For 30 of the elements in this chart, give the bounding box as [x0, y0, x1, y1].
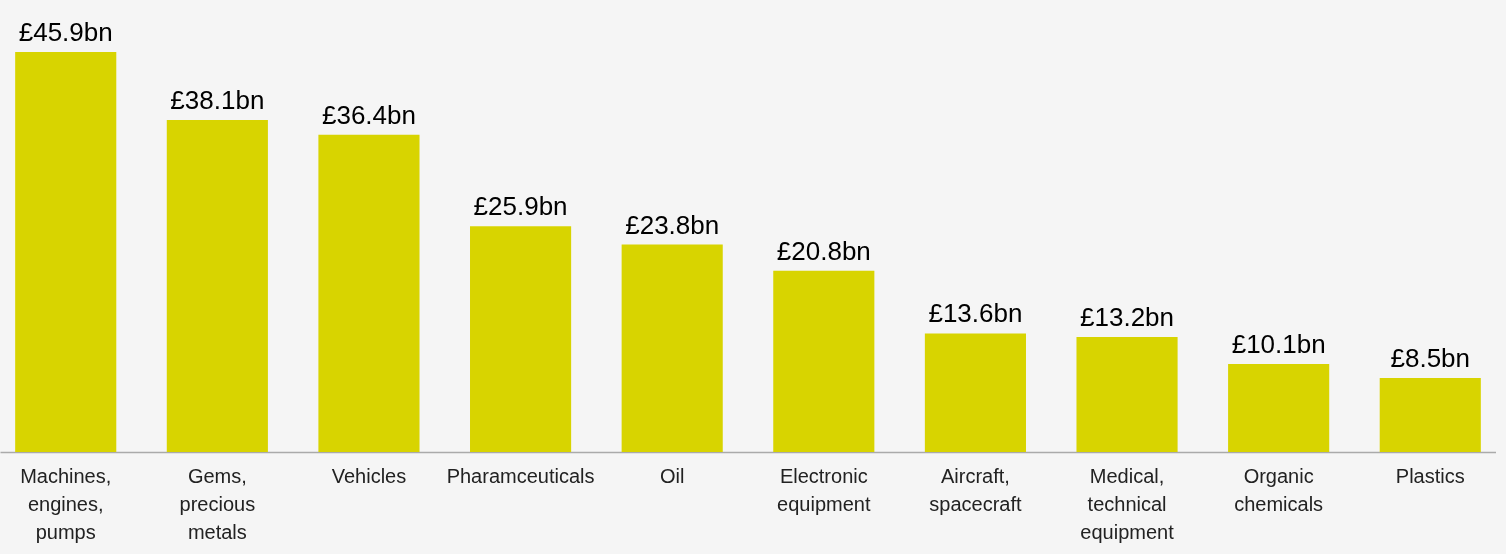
x-tick-label: Electronic equipment — [777, 464, 871, 515]
bar — [1379, 377, 1481, 452]
bar — [1228, 363, 1330, 452]
data-label: £8.5bn — [1390, 342, 1471, 373]
data-label: £25.9bn — [473, 191, 568, 222]
data-label: £23.8bn — [625, 209, 720, 240]
x-tick-label: Medical, technical equipment — [1080, 464, 1175, 543]
bar — [1076, 336, 1178, 452]
bar — [318, 134, 420, 452]
bar — [773, 270, 875, 452]
data-label: £13.2bn — [1080, 301, 1175, 332]
x-tick-label: Plastics — [1395, 464, 1465, 487]
x-tick-label: Aircraft, spacecraft — [929, 464, 1022, 515]
x-tick-label: Pharamceuticals — [446, 464, 595, 487]
x-tick-label: Vehicles — [331, 464, 407, 487]
bar — [166, 119, 268, 452]
bar — [621, 244, 723, 452]
x-tick-label: Organic chemicals — [1234, 464, 1324, 515]
data-label: £10.1bn — [1231, 328, 1326, 359]
bar — [924, 333, 1026, 452]
bar — [470, 226, 572, 452]
data-label: £13.6bn — [928, 298, 1023, 329]
x-tick-label: Machines, engines, pumps — [20, 464, 112, 543]
bar — [15, 52, 117, 452]
data-label: £38.1bn — [170, 84, 265, 115]
data-label: £45.9bn — [18, 17, 113, 47]
data-label: £36.4bn — [321, 99, 416, 130]
x-tick-label: Gems, precious metals — [179, 464, 256, 543]
x-tick-label: Oil — [659, 464, 685, 487]
data-label: £20.8bn — [776, 235, 871, 266]
